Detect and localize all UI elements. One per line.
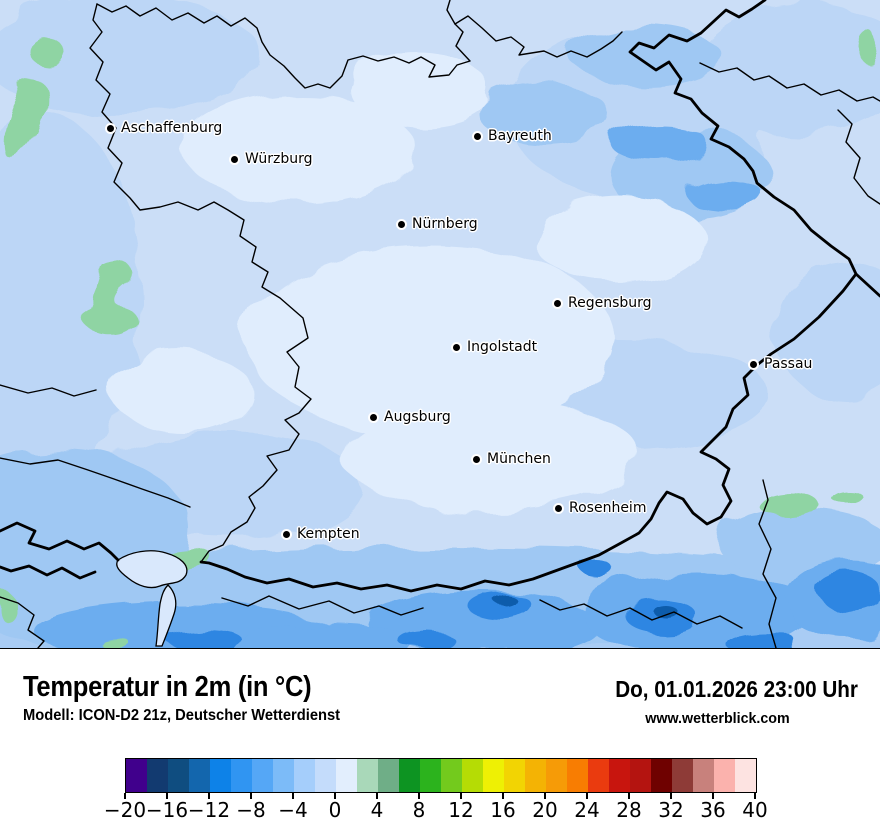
legend-swatch bbox=[189, 759, 210, 792]
legend-swatch bbox=[546, 759, 567, 792]
legend-swatch bbox=[630, 759, 651, 792]
legend-swatch bbox=[399, 759, 420, 792]
legend-swatch bbox=[567, 759, 588, 792]
legend-swatch bbox=[735, 759, 756, 792]
map-canvas bbox=[0, 0, 880, 648]
legend-tick bbox=[292, 792, 294, 799]
legend-tick-label: −12 bbox=[187, 798, 231, 822]
legend-colorbar bbox=[125, 758, 757, 793]
legend-swatch bbox=[462, 759, 483, 792]
legend-swatch bbox=[147, 759, 168, 792]
temperature-map: Aschaffenburg Würzburg Bayreuth Nürnberg Reg… bbox=[0, 0, 880, 649]
legend-tick-label: −4 bbox=[278, 798, 308, 822]
valid-datetime: Do, 01.01.2026 23:00 Uhr bbox=[615, 676, 858, 702]
legend-tick bbox=[670, 792, 672, 799]
legend-swatch bbox=[441, 759, 462, 792]
legend-swatch bbox=[294, 759, 315, 792]
legend-swatch bbox=[672, 759, 693, 792]
legend-swatch bbox=[483, 759, 504, 792]
legend-tick-label: 12 bbox=[448, 798, 474, 822]
legend-swatch bbox=[273, 759, 294, 792]
legend-swatch bbox=[315, 759, 336, 792]
legend-tick bbox=[628, 792, 630, 799]
legend-swatch bbox=[714, 759, 735, 792]
legend-tick-label: 16 bbox=[490, 798, 516, 822]
legend-swatch bbox=[252, 759, 273, 792]
legend-tick bbox=[376, 792, 378, 799]
legend-tick-label: 32 bbox=[658, 798, 684, 822]
legend-tick-label: −16 bbox=[145, 798, 189, 822]
temperature-shading bbox=[0, 0, 880, 648]
legend-tick bbox=[712, 792, 714, 799]
lake-constance bbox=[116, 550, 188, 647]
legend-tick-label: 4 bbox=[370, 798, 384, 822]
model-info: Modell: ICON-D2 21z, Deutscher Wetterdie… bbox=[23, 707, 341, 724]
legend-tick bbox=[586, 792, 588, 799]
legend-tick bbox=[124, 792, 126, 799]
legend-tick bbox=[460, 792, 462, 799]
state-borders bbox=[0, 0, 880, 648]
legend-swatch bbox=[126, 759, 147, 792]
legend-tick bbox=[502, 792, 504, 799]
legend-swatch bbox=[231, 759, 252, 792]
legend-tick-label: 36 bbox=[700, 798, 726, 822]
legend-swatch bbox=[168, 759, 189, 792]
legend-tick bbox=[250, 792, 252, 799]
legend-swatch bbox=[588, 759, 609, 792]
legend-tick bbox=[166, 792, 168, 799]
legend-tick-label: 8 bbox=[412, 798, 426, 822]
legend-swatch bbox=[525, 759, 546, 792]
legend-swatch bbox=[210, 759, 231, 792]
legend-tick-label: 40 bbox=[742, 798, 768, 822]
country-borders bbox=[0, 0, 880, 593]
legend-swatch bbox=[504, 759, 525, 792]
legend-tick bbox=[334, 792, 336, 799]
legend-tick bbox=[418, 792, 420, 799]
legend-tick bbox=[544, 792, 546, 799]
legend-swatch bbox=[357, 759, 378, 792]
website-url: www.wetterblick.com bbox=[645, 710, 790, 727]
legend-tick-label: 24 bbox=[574, 798, 600, 822]
legend-tick-label: −8 bbox=[236, 798, 266, 822]
legend-swatch bbox=[651, 759, 672, 792]
legend-tick-label: 28 bbox=[616, 798, 642, 822]
legend-tick-label: 0 bbox=[328, 798, 342, 822]
map-title: Temperatur in 2m (in °C) bbox=[23, 671, 312, 703]
legend-tick bbox=[754, 792, 756, 799]
legend-swatch bbox=[336, 759, 357, 792]
legend-tick bbox=[208, 792, 210, 799]
legend-swatch bbox=[609, 759, 630, 792]
legend-swatch bbox=[420, 759, 441, 792]
legend-swatch bbox=[378, 759, 399, 792]
legend-swatch bbox=[693, 759, 714, 792]
legend-tick-label: 20 bbox=[532, 798, 558, 822]
legend-tick-label: −20 bbox=[103, 798, 147, 822]
